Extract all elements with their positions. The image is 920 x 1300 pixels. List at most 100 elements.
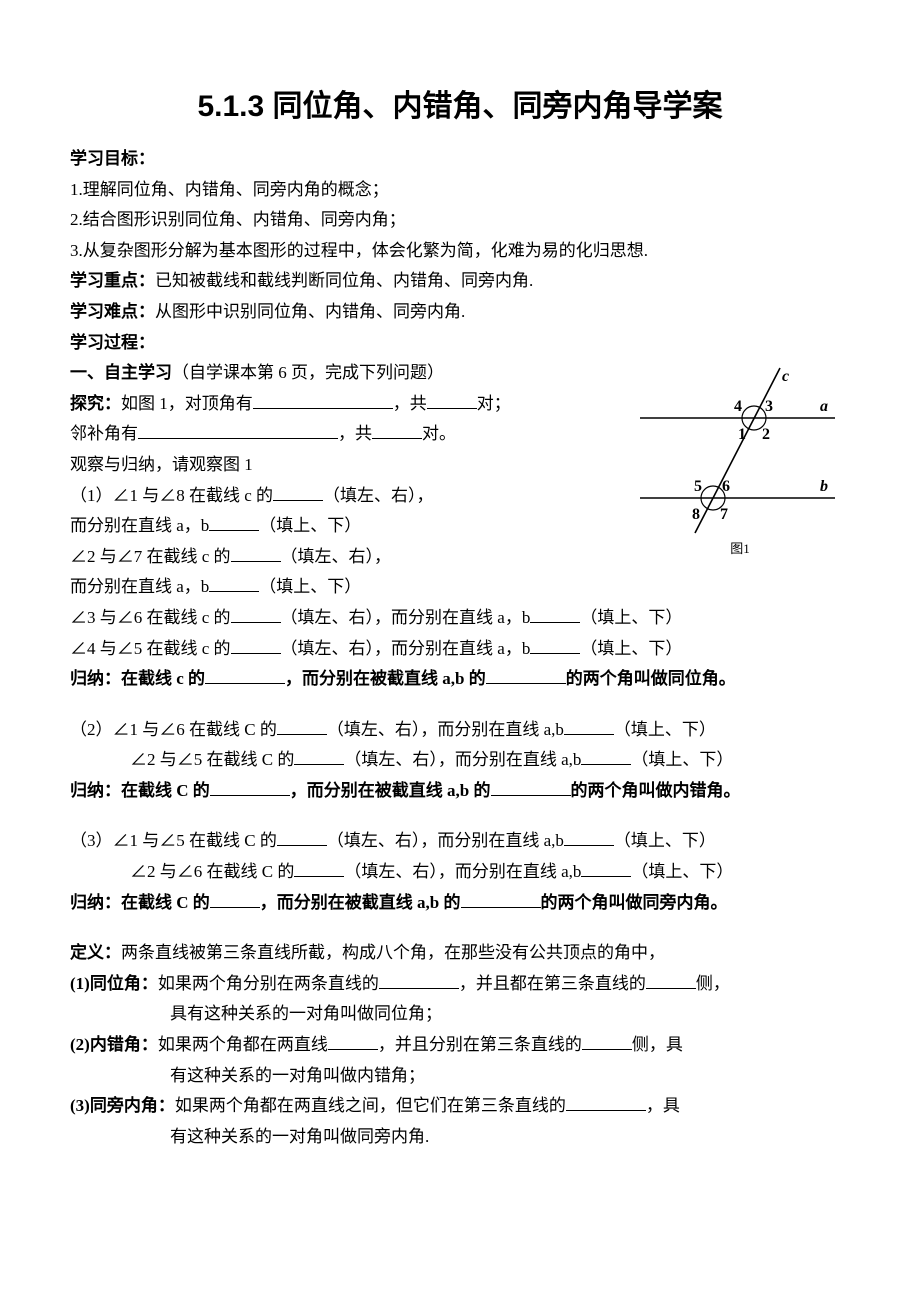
blank-input[interactable] (231, 544, 281, 562)
self-study-text: （自学课本第 6 页，完成下列问题） (172, 363, 444, 382)
blank-input[interactable] (209, 513, 259, 531)
svg-text:c: c (782, 368, 789, 385)
q3-a: （3）∠1 与∠5 在截线 C 的 (70, 831, 277, 850)
q2-a2b: （填左、右），而分别在直线 a,b (344, 750, 581, 769)
blank-input[interactable] (209, 574, 259, 592)
q3-a2: （填左、右），而分别在直线 a,b (327, 831, 564, 850)
def3-a: 如果两个角都在两直线之间，但它们在第三条直线的 (175, 1096, 566, 1115)
blank-input[interactable] (138, 421, 338, 439)
def2-d: 有这种关系的一对角叫做内错角； (70, 1061, 850, 1092)
q1-b: 而分别在直线 a，b (70, 516, 209, 535)
q2-b: ∠2 与∠5 在截线 C 的 (130, 750, 294, 769)
observe-text: 观察与归纳，请观察图 1 (70, 450, 610, 481)
sum1-c: 的两个角叫做同位角。 (566, 669, 736, 688)
def2-label: (2)内错角： (70, 1035, 158, 1054)
blank-input[interactable] (582, 1032, 632, 1050)
blank-input[interactable] (646, 971, 696, 989)
blank-input[interactable] (491, 778, 571, 796)
document-title: 5.1.3 同位角、内错角、同旁内角导学案 (70, 80, 850, 134)
def2-c: 侧，具 (632, 1035, 683, 1054)
figure-1: cab43125687图1 (610, 358, 850, 574)
q1-d: 而分别在直线 a，b (70, 577, 209, 596)
def1-a: 如果两个角分别在两条直线的 (158, 974, 379, 993)
svg-text:4: 4 (734, 398, 742, 415)
blank-input[interactable] (372, 421, 422, 439)
blank-input[interactable] (210, 890, 260, 908)
blank-input[interactable] (231, 605, 281, 623)
adj-a: 邻补角有 (70, 424, 138, 443)
blank-input[interactable] (273, 483, 323, 501)
blank-input[interactable] (564, 717, 614, 735)
def1-d: 具有这种关系的一对角叫做同位角； (70, 999, 850, 1030)
goal-label: 学习目标： (70, 149, 155, 168)
fill-ud: （填上、下） (259, 516, 361, 535)
def3-b: ，具 (646, 1096, 680, 1115)
sum1-a: 在截线 c 的 (121, 669, 205, 688)
blank-input[interactable] (461, 890, 541, 908)
svg-text:b: b (820, 478, 828, 495)
def-intro: 两条直线被第三条直线所截，构成八个角，在那些没有公共顶点的角中， (121, 943, 665, 962)
blank-input[interactable] (277, 717, 327, 735)
fill-ud: （填上、下） (580, 608, 682, 627)
adj-c: 对。 (422, 424, 456, 443)
blank-input[interactable] (530, 636, 580, 654)
fill-ud: （填上、下） (580, 639, 682, 658)
q1-a: （1）∠1 与∠8 在截线 c 的 (70, 486, 273, 505)
blank-input[interactable] (294, 747, 344, 765)
summary-label: 归纳： (70, 781, 121, 800)
difficulty-label: 学习难点： (70, 302, 155, 321)
q3-a2b: （填左、右），而分别在直线 a,b (344, 862, 581, 881)
sum3-c: 的两个角叫做同旁内角。 (541, 893, 728, 912)
def3-label: (3)同旁内角： (70, 1096, 175, 1115)
q1-f: ∠4 与∠5 在截线 c 的 (70, 639, 231, 658)
summary-label: 归纳： (70, 669, 121, 688)
goal-1: 1.理解同位角、内错角、同旁内角的概念； (70, 175, 850, 206)
blank-input[interactable] (210, 778, 290, 796)
blank-input[interactable] (486, 666, 566, 684)
blank-input[interactable] (530, 605, 580, 623)
goal-2: 2.结合图形识别同位角、内错角、同旁内角； (70, 205, 850, 236)
q1-e2: （填左、右），而分别在直线 a，b (281, 608, 531, 627)
q3-b: ∠2 与∠6 在截线 C 的 (130, 862, 294, 881)
blank-input[interactable] (277, 828, 327, 846)
self-study-label: 一、自主学习 (70, 363, 172, 382)
blank-input[interactable] (231, 636, 281, 654)
blank-input[interactable] (566, 1093, 646, 1111)
blank-input[interactable] (328, 1032, 378, 1050)
blank-input[interactable] (581, 747, 631, 765)
def1-b: ，并且都在第三条直线的 (459, 974, 646, 993)
svg-text:7: 7 (720, 506, 728, 523)
svg-text:图1: 图1 (730, 541, 750, 556)
def2-a: 如果两个角都在两直线 (158, 1035, 328, 1054)
blank-input[interactable] (581, 859, 631, 877)
blank-input[interactable] (205, 666, 285, 684)
fill-ud: （填上、下） (614, 720, 716, 739)
blank-input[interactable] (564, 828, 614, 846)
focus-label: 学习重点： (70, 271, 155, 290)
q2-a2: （填左、右），而分别在直线 a,b (327, 720, 564, 739)
explore-c: 对； (477, 394, 511, 413)
adj-b: ，共 (338, 424, 372, 443)
explore-label: 探究： (70, 394, 121, 413)
svg-text:5: 5 (694, 478, 702, 495)
explore-b: ，共 (393, 394, 427, 413)
explore-a: 如图 1，对顶角有 (121, 394, 253, 413)
blank-input[interactable] (427, 391, 477, 409)
sum3-b: ，而分别在被截直线 a,b 的 (260, 893, 461, 912)
blank-input[interactable] (379, 971, 459, 989)
q1-e2b: （填左、右），而分别在直线 a，b (281, 639, 531, 658)
svg-text:1: 1 (738, 426, 746, 443)
sum2-c: 的两个角叫做内错角。 (571, 781, 741, 800)
def3-d: 有这种关系的一对角叫做同旁内角. (70, 1122, 850, 1153)
fill-ud: （填上、下） (631, 750, 733, 769)
q2-a: （2）∠1 与∠6 在截线 C 的 (70, 720, 277, 739)
summary-label: 归纳： (70, 893, 121, 912)
svg-text:6: 6 (722, 478, 730, 495)
process-label: 学习过程： (70, 333, 155, 352)
blank-input[interactable] (253, 391, 393, 409)
fill-lr: （填左、右）， (323, 486, 434, 505)
fill-ud: （填上、下） (631, 862, 733, 881)
q1-c: ∠2 与∠7 在截线 c 的 (70, 547, 231, 566)
blank-input[interactable] (294, 859, 344, 877)
goal-3: 3.从复杂图形分解为基本图形的过程中，体会化繁为简，化难为易的化归思想. (70, 236, 850, 267)
